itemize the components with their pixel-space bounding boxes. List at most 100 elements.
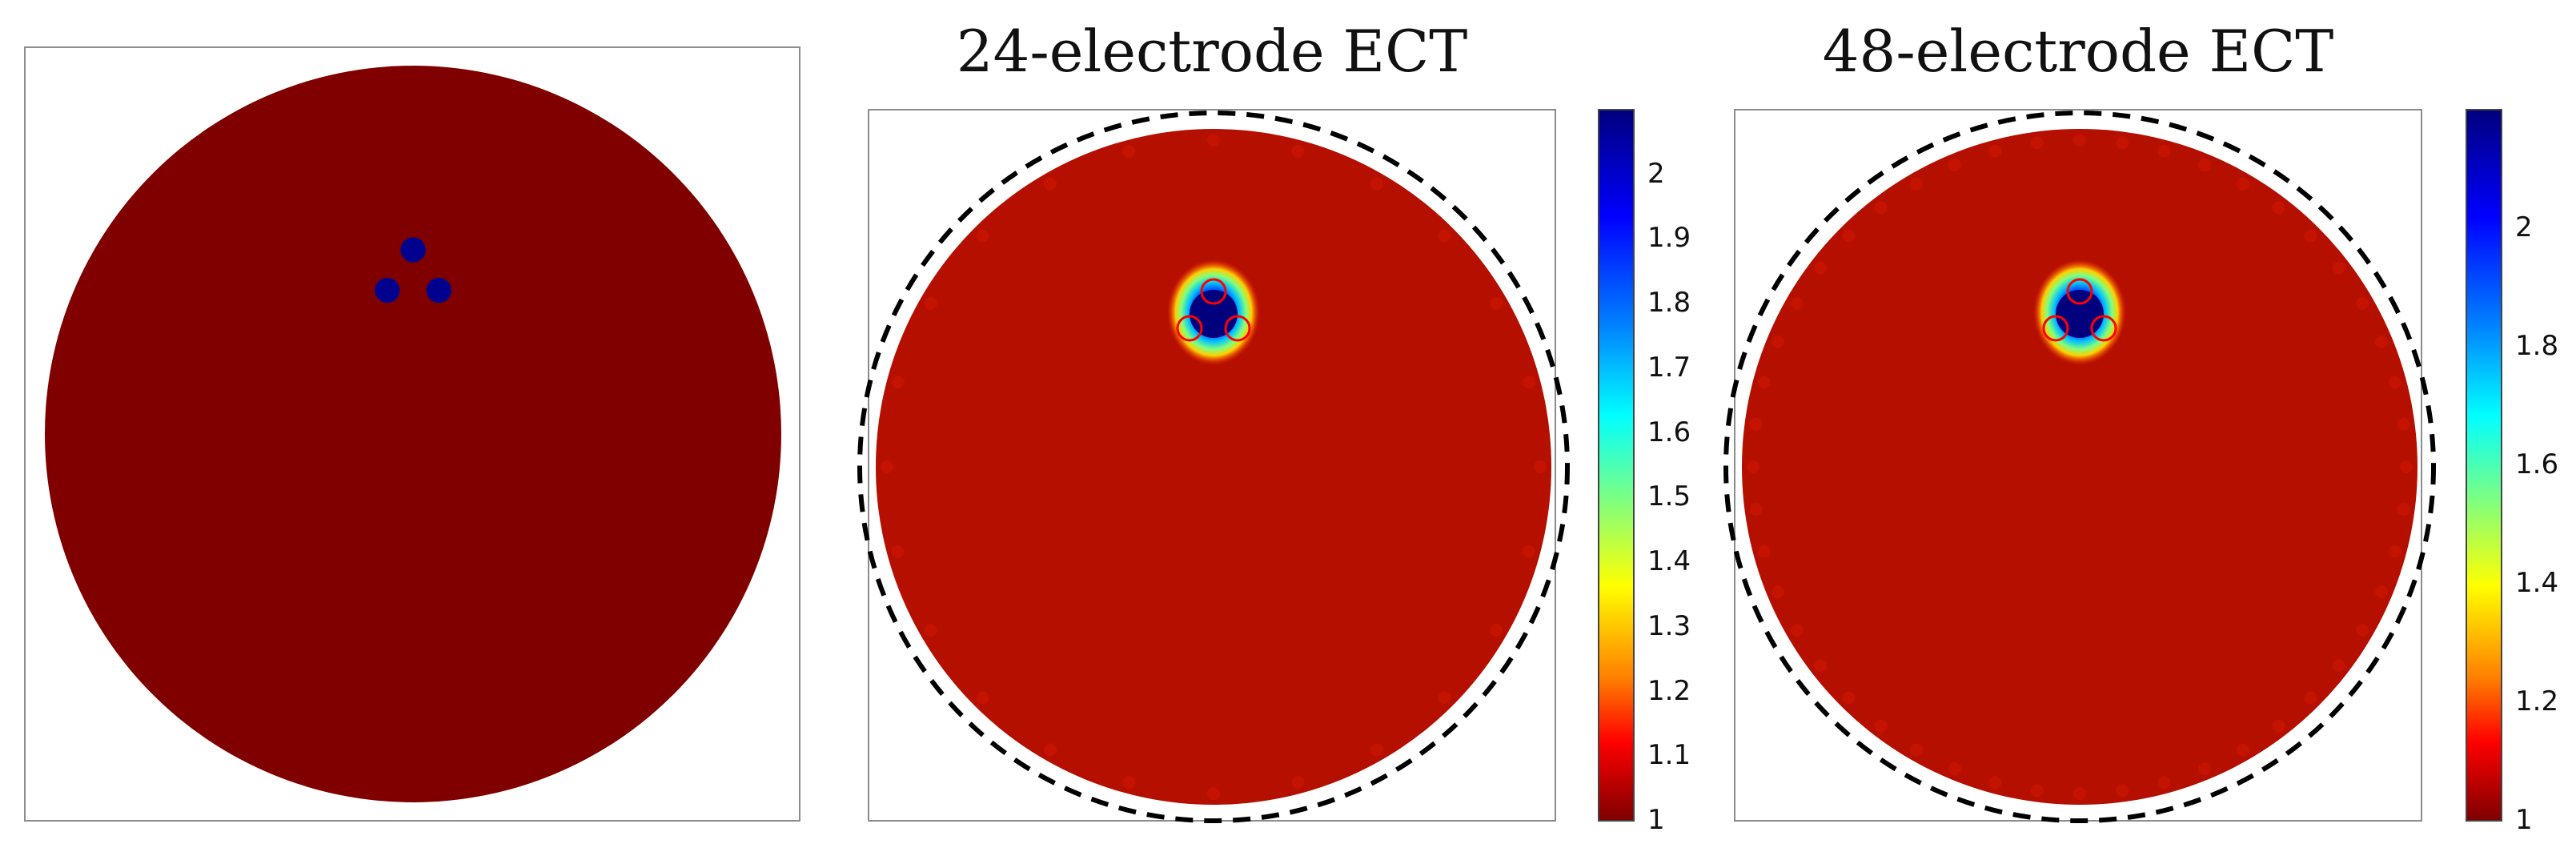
panel-title-48: 48-electrode ECT (1822, 18, 2334, 85)
electrode-artifact (2397, 417, 2410, 431)
electrode-artifact (2389, 376, 2402, 389)
reconstruction-48-panel (1723, 109, 2436, 823)
electrode-artifact (1814, 659, 1828, 673)
inclusion-outline-1 (2066, 278, 2093, 305)
colorbar-tick-label: 1.2 (2515, 685, 2559, 717)
electrode-artifact (2116, 784, 2129, 798)
electrode-artifact (1207, 787, 1220, 800)
electrode-artifact (1370, 177, 1383, 191)
electrode-artifact (1842, 229, 1856, 243)
panel-title-24: 24-electrode ECT (956, 18, 1468, 85)
electrode-artifact (881, 460, 893, 473)
domain-disk (45, 66, 781, 802)
electrode-artifact (2157, 144, 2171, 158)
colorbar-tick-label: 2 (2515, 211, 2533, 243)
electrode-artifact (2356, 624, 2369, 637)
electrode-artifact (1291, 144, 1305, 158)
electrode-artifact (1490, 624, 1503, 637)
electrode-artifact (2198, 762, 2212, 775)
electrode-artifact (2272, 201, 2285, 215)
electrode-artifact (924, 297, 937, 310)
inclusion-2 (375, 277, 400, 303)
inclusion-3 (426, 277, 451, 303)
electrode-artifact (2073, 134, 2086, 147)
electrode-artifact (1438, 691, 1451, 705)
electrode-artifact (1790, 624, 1804, 637)
electrode-artifact (891, 545, 905, 558)
electrode-boundary (857, 111, 1570, 823)
electrode-artifact (1044, 743, 1057, 757)
electrode-artifact (891, 376, 905, 389)
electrode-artifact (2237, 743, 2249, 757)
electrode-artifact (976, 691, 989, 705)
electrode-artifact (1207, 134, 1220, 147)
electrode-artifact (976, 229, 989, 243)
electrode-artifact (2400, 460, 2413, 473)
electrode-artifact (1988, 144, 2002, 158)
anomaly-core (1190, 290, 1238, 338)
electrode-artifact (1814, 261, 1828, 275)
reconstruction-24-plot (857, 111, 1570, 823)
inclusion-outline-2 (1176, 315, 1203, 342)
electrode-artifact (1749, 417, 1763, 431)
colorbar-tick-label: 1.4 (2515, 567, 2559, 599)
electrode-artifact (2374, 335, 2388, 348)
electrode-artifact (1490, 297, 1503, 310)
reconstruction-48-plot (1723, 111, 2436, 823)
reconstruction-disk (876, 129, 1551, 805)
colorbar-tick-label: 1.6 (2515, 448, 2559, 480)
inclusion-outline-3 (2090, 315, 2117, 342)
electrode-artifact (1910, 177, 1923, 191)
electrode-artifact (1044, 177, 1057, 191)
colorbar-tick-label: 1.1 (1647, 739, 1691, 772)
colorbar-tick-label: 1.7 (1647, 351, 1691, 384)
electrode-artifact (2272, 719, 2285, 733)
colorbar-tick-label: 1 (2515, 804, 2533, 836)
colorbar-tick-label: 1.8 (1647, 287, 1691, 319)
electrode-artifact (1948, 762, 1961, 775)
inclusion-1 (400, 237, 426, 263)
electrode-artifact (1757, 545, 1771, 558)
electrode-artifact (2030, 784, 2044, 798)
electrode-artifact (1772, 335, 1785, 348)
electrode-artifact (1747, 460, 1759, 473)
electrode-artifact (2332, 261, 2345, 275)
electrode-artifact (1523, 545, 1536, 558)
electrode-artifact (1523, 376, 1536, 389)
electrode-artifact (1772, 585, 1785, 599)
electrode-artifact (1370, 743, 1383, 757)
colorbar-tick-label: 2 (1647, 157, 1665, 190)
electrode-artifact (1438, 229, 1451, 243)
anomaly-core (2056, 290, 2104, 338)
inclusion-outline-2 (2042, 315, 2069, 342)
inclusion-outline-3 (1224, 315, 1251, 342)
inclusion-outline-1 (1200, 278, 1227, 305)
electrode-artifact (2157, 776, 2171, 790)
electrode-artifact (2237, 177, 2249, 191)
electrode-artifact (1874, 201, 1888, 215)
electrode-boundary (1723, 111, 2436, 823)
electrode-artifact (2116, 136, 2129, 150)
colorbar-tick-label: 1 (1647, 804, 1665, 836)
electrode-artifact (2304, 691, 2317, 705)
colorbar-tick-label: 1.6 (1647, 416, 1691, 448)
electrode-artifact (2356, 297, 2369, 310)
electrode-artifact (1948, 159, 1961, 172)
electrode-artifact (1790, 297, 1804, 310)
electrode-artifact (1874, 719, 1888, 733)
colorbar-24 (1598, 109, 1635, 822)
electrode-artifact (2198, 159, 2212, 172)
electrode-artifact (1534, 460, 1547, 473)
electrode-artifact (1291, 776, 1305, 790)
colorbar-tick-label: 1.5 (1647, 480, 1691, 513)
ground-truth-panel (24, 46, 800, 822)
electrode-artifact (2073, 787, 2086, 800)
electrode-artifact (1122, 144, 1136, 158)
electrode-artifact (924, 624, 937, 637)
electrode-artifact (2374, 585, 2388, 599)
electrode-artifact (2397, 503, 2410, 516)
electrode-artifact (2332, 659, 2345, 673)
reconstruction-disk (1742, 129, 2418, 805)
reconstruction-24-panel (857, 109, 1570, 823)
colorbar-tick-label: 1.3 (1647, 609, 1691, 642)
